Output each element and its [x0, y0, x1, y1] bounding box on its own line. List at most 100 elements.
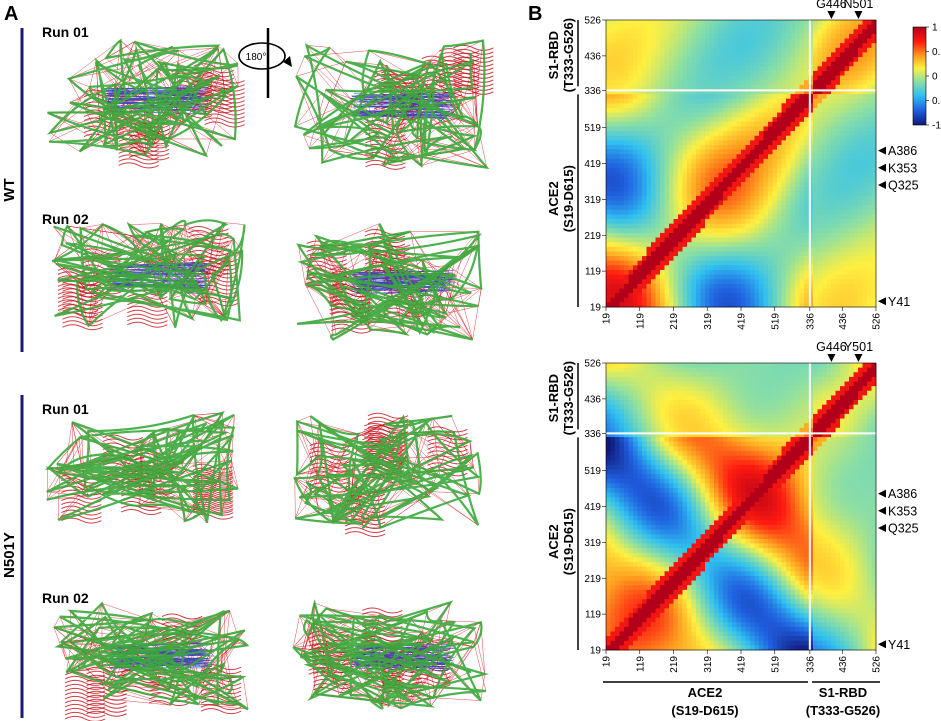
y-group-rbd-range: (T333-G526) — [561, 18, 576, 92]
top-marker-label: G446 — [816, 0, 847, 11]
x-tick-label: 519 — [770, 313, 781, 330]
protein-render — [45, 410, 239, 524]
protein-render — [293, 412, 482, 538]
right-marker-label: K353 — [888, 161, 917, 175]
right-marker-arrow — [878, 163, 886, 172]
x-tick-label: 19 — [602, 313, 613, 325]
x-group-ace2: ACE2 — [688, 685, 723, 700]
right-marker-arrow — [878, 146, 886, 155]
y-group-ace2-range: (S19-D615) — [561, 165, 576, 232]
right-marker-arrow — [878, 297, 886, 306]
panel-b-label: B — [528, 3, 542, 25]
y-group-rbd: S1-RBD — [546, 31, 561, 79]
protein-render — [47, 38, 245, 169]
right-marker-arrow — [878, 506, 886, 515]
colorbar: 1 0.5 0 0.5 -1 — [912, 23, 941, 132]
right-marker-arrow — [878, 181, 886, 190]
y-group-ace2: ACE2 — [546, 524, 561, 559]
x-group-rbd-range: (T333-G526) — [806, 703, 880, 718]
top-marker-label: G446 — [816, 340, 847, 354]
protein-render — [293, 39, 494, 170]
top-marker-arrow — [827, 11, 836, 19]
right-marker-arrow — [878, 489, 886, 498]
x-tick-label: 336 — [805, 656, 816, 673]
y-tick-label: 419 — [584, 159, 601, 170]
y-tick-label: 19 — [590, 303, 602, 314]
protein-network-renders — [45, 38, 494, 721]
y-group-ace2-range: (S19-D615) — [561, 508, 576, 575]
x-tick-label: 336 — [805, 313, 816, 330]
y-tick-label: 336 — [584, 429, 601, 440]
y-tick-label: 436 — [584, 394, 601, 405]
y-tick-label: 19 — [590, 646, 602, 657]
right-marker-label: Y41 — [888, 295, 910, 309]
y-tick-label: 219 — [584, 231, 601, 242]
top-marker-label: Y501 — [844, 340, 873, 354]
right-marker-label: Q325 — [888, 179, 919, 193]
y-tick-label: 336 — [584, 86, 601, 97]
x-tick-label: 519 — [770, 656, 781, 673]
x-tick-label: 319 — [703, 656, 714, 673]
top-marker-label: N501 — [844, 0, 874, 11]
rotation-icon: 180° — [238, 28, 292, 98]
run-label-wt-01: Run 01 — [42, 24, 89, 40]
top-marker-arrow — [854, 354, 863, 362]
colorbar-gradient — [912, 26, 927, 126]
y-group-rbd: S1-RBD — [546, 374, 561, 422]
panel-a-label: A — [4, 3, 18, 25]
x-tick-label: 219 — [669, 313, 680, 330]
colorbar-tick-label: 1 — [932, 23, 938, 34]
x-tick-label: 119 — [635, 313, 646, 329]
group-label-n501y: N501Y — [1, 532, 18, 578]
x-tick-label: 419 — [737, 656, 748, 673]
y-tick-label: 526 — [584, 16, 601, 27]
y-group-ace2: ACE2 — [546, 181, 561, 216]
protein-render — [292, 599, 489, 710]
run-label-n501y-01: Run 01 — [42, 401, 89, 417]
run-label-wt-02: Run 02 — [42, 211, 89, 227]
colorbar-tick-label: 0 — [932, 72, 938, 83]
x-group-labels: ACE2 (S19-D615) S1-RBD (T333-G526) — [603, 681, 880, 718]
right-marker-arrow — [878, 524, 886, 533]
right-marker-label: A386 — [888, 144, 917, 158]
top-marker-arrow — [854, 11, 863, 19]
y-tick-label: 219 — [584, 574, 601, 585]
y-tick-label: 319 — [584, 195, 601, 206]
y-tick-label: 526 — [584, 359, 601, 370]
x-tick-label: 219 — [669, 656, 680, 673]
x-group-rbd: S1-RBD — [819, 685, 867, 700]
colorbar-tick-label: 0.5 — [932, 96, 941, 107]
y-tick-label: 119 — [585, 267, 601, 278]
group-label-wt: WT — [1, 178, 18, 201]
x-tick-label: 419 — [737, 313, 748, 330]
x-tick-label: 19 — [602, 656, 613, 668]
protein-render — [51, 219, 246, 331]
protein-render — [296, 223, 483, 341]
right-marker-arrow — [878, 640, 886, 649]
x-tick-label: 119 — [635, 656, 646, 672]
heatmap-cells — [606, 363, 877, 651]
y-tick-label: 519 — [584, 123, 601, 134]
y-tick-label: 419 — [584, 502, 601, 513]
top-marker-arrow — [827, 354, 836, 362]
right-marker-label: Y41 — [888, 638, 910, 652]
y-tick-label: 519 — [584, 466, 601, 477]
x-tick-label: 436 — [838, 656, 849, 673]
rotation-label: 180° — [246, 52, 267, 63]
x-tick-label: 319 — [703, 313, 714, 330]
heatmap-cells — [606, 20, 877, 308]
colorbar-tick-label: -1 — [932, 121, 941, 132]
right-marker-label: A386 — [888, 487, 917, 501]
right-marker-label: K353 — [888, 504, 917, 518]
right-marker-label: Q325 — [888, 522, 919, 536]
y-group-rbd-range: (T333-G526) — [561, 361, 576, 435]
protein-render — [53, 601, 250, 721]
y-tick-label: 436 — [584, 51, 601, 62]
y-tick-label: 119 — [585, 610, 601, 621]
y-tick-label: 319 — [584, 538, 601, 549]
run-label-n501y-02: Run 02 — [42, 590, 89, 606]
x-tick-label: 526 — [872, 313, 883, 330]
